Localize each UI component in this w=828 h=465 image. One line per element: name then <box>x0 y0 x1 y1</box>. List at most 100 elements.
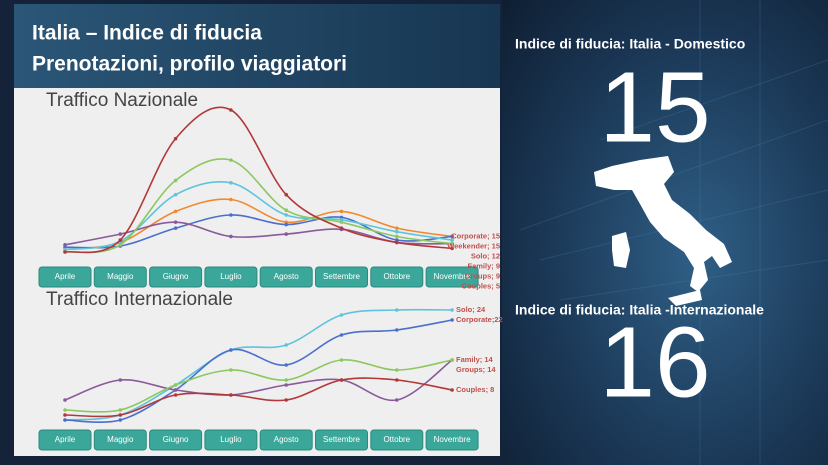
sicily <box>668 290 702 306</box>
series-line <box>64 359 453 413</box>
data-label: Groups; 14 <box>456 365 496 374</box>
data-label: Solo; 12 <box>471 251 500 260</box>
category-button <box>93 429 147 451</box>
point-marker <box>395 234 399 239</box>
point-marker <box>339 378 344 382</box>
point-marker <box>229 213 233 217</box>
point-marker <box>173 226 178 230</box>
chart-title: Traffico Nazionale <box>46 90 198 111</box>
point-marker <box>395 398 399 402</box>
point-marker <box>63 408 67 412</box>
point-marker <box>395 308 399 312</box>
point-marker <box>173 383 178 387</box>
point-marker <box>229 368 233 372</box>
point-marker <box>284 213 289 217</box>
category-button <box>204 266 258 288</box>
data-label: Family; 9 <box>467 261 500 270</box>
point-marker <box>339 333 344 337</box>
x-tick-label: Agosto <box>274 272 299 281</box>
point-marker <box>395 240 399 245</box>
point-marker <box>284 383 289 387</box>
point-marker <box>173 220 178 224</box>
x-tick-label: Agosto <box>274 435 299 444</box>
series-line <box>64 214 453 249</box>
point-marker <box>339 220 344 224</box>
point-marker <box>450 358 454 362</box>
point-marker <box>173 209 178 214</box>
point-marker <box>450 234 454 239</box>
point-marker <box>284 222 289 227</box>
italy-map <box>594 156 732 292</box>
point-marker <box>118 413 123 417</box>
point-marker <box>173 178 178 183</box>
point-marker <box>63 398 67 402</box>
point-marker <box>284 343 289 347</box>
series-line <box>64 106 453 254</box>
point-marker <box>173 393 178 397</box>
point-marker <box>229 197 233 202</box>
point-marker <box>284 398 289 402</box>
point-marker <box>173 192 178 197</box>
x-tick-label: Ottobre <box>383 272 410 281</box>
category-button <box>149 266 203 288</box>
category-button <box>425 429 479 451</box>
data-label: Couples; 8 <box>456 385 494 394</box>
point-marker <box>339 209 344 214</box>
point-marker <box>229 108 233 112</box>
category-button <box>93 266 147 288</box>
header-subtitle: Prenotazioni, profilo viaggiatori <box>32 53 347 76</box>
point-marker <box>118 418 123 422</box>
x-tick-label: Luglio <box>220 435 242 444</box>
x-tick-label: Settembre <box>323 435 360 444</box>
point-marker <box>339 358 344 362</box>
point-marker <box>284 192 289 197</box>
x-tick-label: Novembre <box>434 435 471 444</box>
point-marker <box>118 243 123 247</box>
x-tick-label: Giugno <box>163 272 189 281</box>
point-marker <box>63 413 67 417</box>
data-label: Solo; 24 <box>456 305 486 314</box>
point-marker <box>284 363 289 367</box>
series-line <box>64 319 453 423</box>
point-marker <box>395 328 399 332</box>
series-line <box>64 377 453 418</box>
category-button <box>149 429 203 451</box>
category-button <box>204 429 258 451</box>
header-title: Italia – Indice di fiducia <box>32 22 262 45</box>
category-button <box>370 429 424 451</box>
point-marker <box>395 226 399 230</box>
point-marker <box>229 393 233 397</box>
data-label: Family; 14 <box>456 355 494 364</box>
point-marker <box>63 418 67 422</box>
point-marker <box>229 234 233 239</box>
point-marker <box>118 408 123 412</box>
category-button <box>315 429 368 451</box>
kpi-label: Indice di fiducia: Italia -Internazional… <box>515 302 764 318</box>
point-marker <box>395 378 399 382</box>
category-button <box>38 429 92 451</box>
point-marker <box>395 368 399 372</box>
series-line <box>64 181 453 251</box>
point-marker <box>284 232 289 236</box>
point-marker <box>284 378 289 382</box>
x-tick-label: Giugno <box>163 435 189 444</box>
point-marker <box>118 238 123 242</box>
kpi-value: 15 <box>599 51 710 163</box>
sardinia <box>612 232 630 268</box>
kpi-value: 16 <box>599 306 710 418</box>
point-marker <box>450 388 454 392</box>
x-tick-label: Ottobre <box>383 435 410 444</box>
category-button <box>259 429 313 451</box>
point-marker <box>229 180 233 185</box>
data-label: Weekender; 15 <box>447 241 500 250</box>
point-marker <box>173 136 178 141</box>
point-marker <box>450 308 454 312</box>
series-line <box>64 158 453 254</box>
category-button <box>38 266 92 288</box>
point-marker <box>339 226 344 230</box>
x-tick-label: Maggio <box>107 272 134 281</box>
header-band <box>14 4 500 88</box>
x-tick-label: Aprile <box>55 435 76 444</box>
x-tick-label: Novembre <box>434 272 471 281</box>
